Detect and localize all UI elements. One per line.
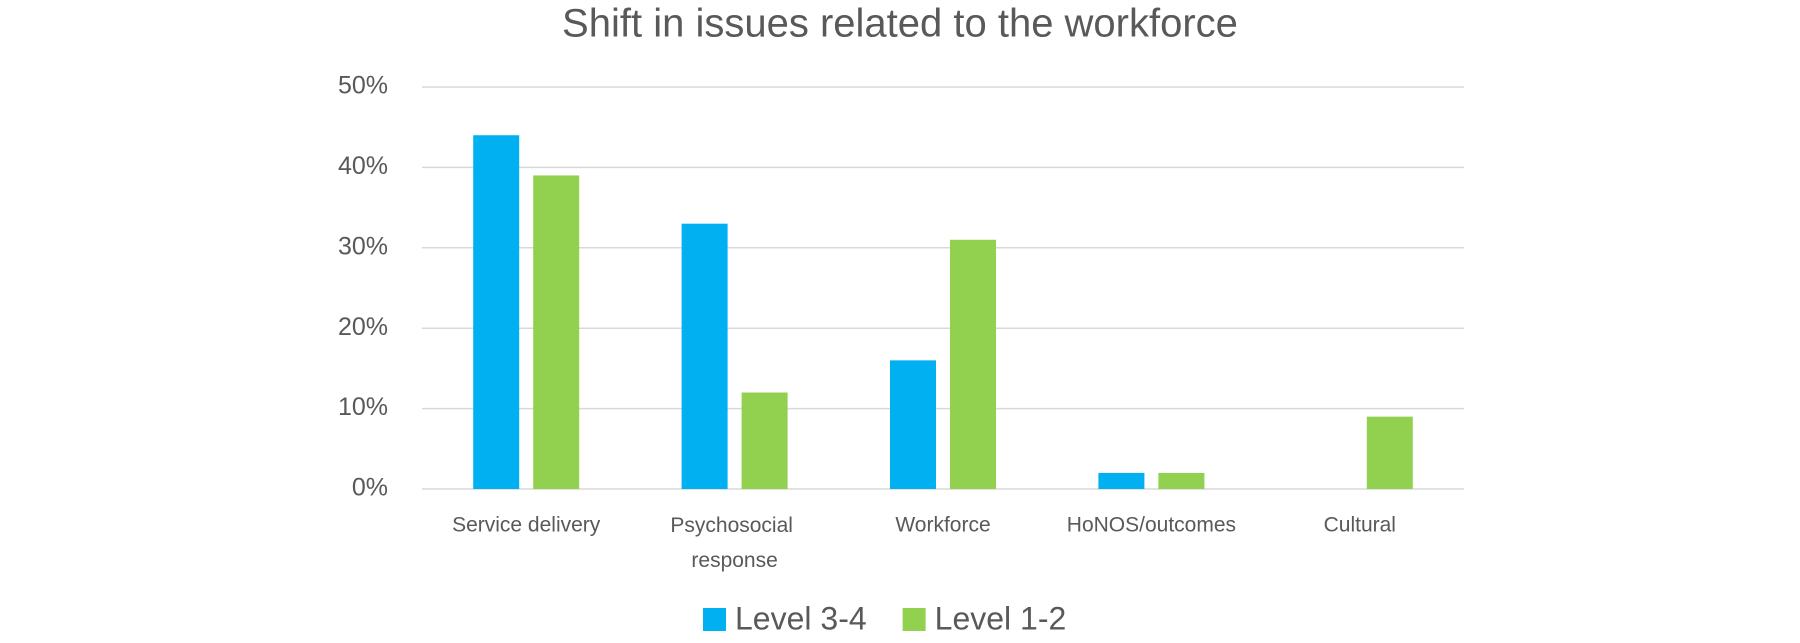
bar [533,175,580,489]
bar [1366,416,1413,489]
legend-label: Level 3-4 [735,600,867,636]
x-tick-label: HoNOS/outcomes [1067,514,1236,537]
bar [1098,472,1145,489]
legend-label: Level 1-2 [935,600,1067,636]
bar [1158,472,1205,489]
x-tick-label: Cultural [1324,514,1396,537]
x-tick-label: Psychosocial response [670,514,798,572]
bar [681,223,728,489]
chart-title: Shift in issues related to the workforce [562,2,1238,46]
x-tick-label: Workforce [895,514,990,537]
legend-swatch [703,608,726,631]
bar [890,360,936,489]
bar [473,135,520,490]
legend-swatch [902,608,926,631]
y-tick-label: 40% [338,152,388,180]
bar [741,392,788,489]
y-tick-label: 50% [338,72,388,100]
bar [950,239,996,489]
y-tick-label: 10% [338,393,388,421]
y-tick-label: 0% [352,474,388,502]
y-tick-label: 30% [338,232,388,260]
y-tick-label: 20% [338,313,388,341]
x-tick-label: Service delivery [452,514,601,537]
